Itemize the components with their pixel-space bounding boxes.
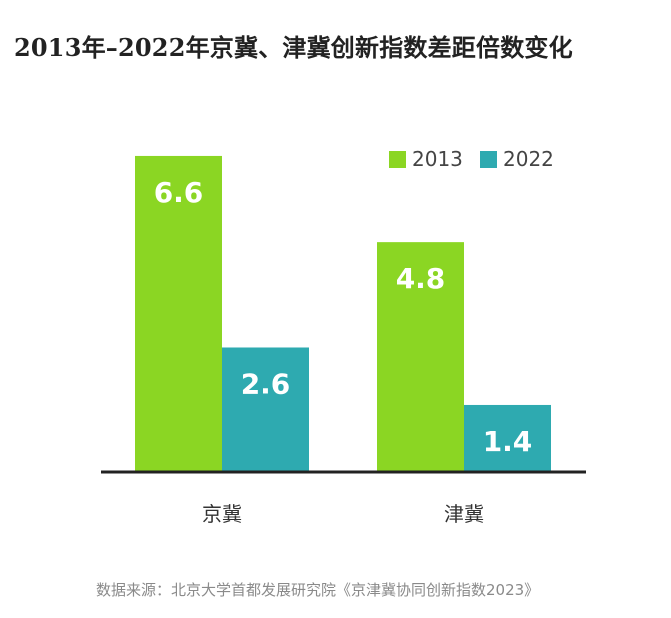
bar-津冀-2022 bbox=[464, 404, 551, 472]
data-label-津冀-2022: 1.4 bbox=[483, 425, 533, 458]
bar-京冀-2013 bbox=[135, 155, 222, 472]
data-label-京冀-2022: 2.6 bbox=[241, 367, 291, 400]
bar-京冀-2022 bbox=[222, 347, 309, 472]
chart-title: 2013年–2022年京冀、津冀创新指数差距倍数变化 bbox=[14, 33, 573, 62]
data-label-津冀-2013: 4.8 bbox=[396, 262, 446, 295]
data-label-京冀-2013: 6.6 bbox=[154, 176, 204, 209]
bar-津冀-2013 bbox=[377, 242, 464, 472]
legend-label-2013: 2013 bbox=[412, 147, 463, 171]
category-label-津冀: 津冀 bbox=[444, 502, 484, 526]
legend-label-2022: 2022 bbox=[503, 147, 554, 171]
legend-swatch-2013 bbox=[389, 151, 406, 168]
source-note: 数据来源：北京大学首都发展研究院《京津冀协同创新指数2023》 bbox=[96, 581, 540, 599]
legend-swatch-2022 bbox=[480, 151, 497, 168]
category-label-京冀: 京冀 bbox=[202, 502, 242, 526]
